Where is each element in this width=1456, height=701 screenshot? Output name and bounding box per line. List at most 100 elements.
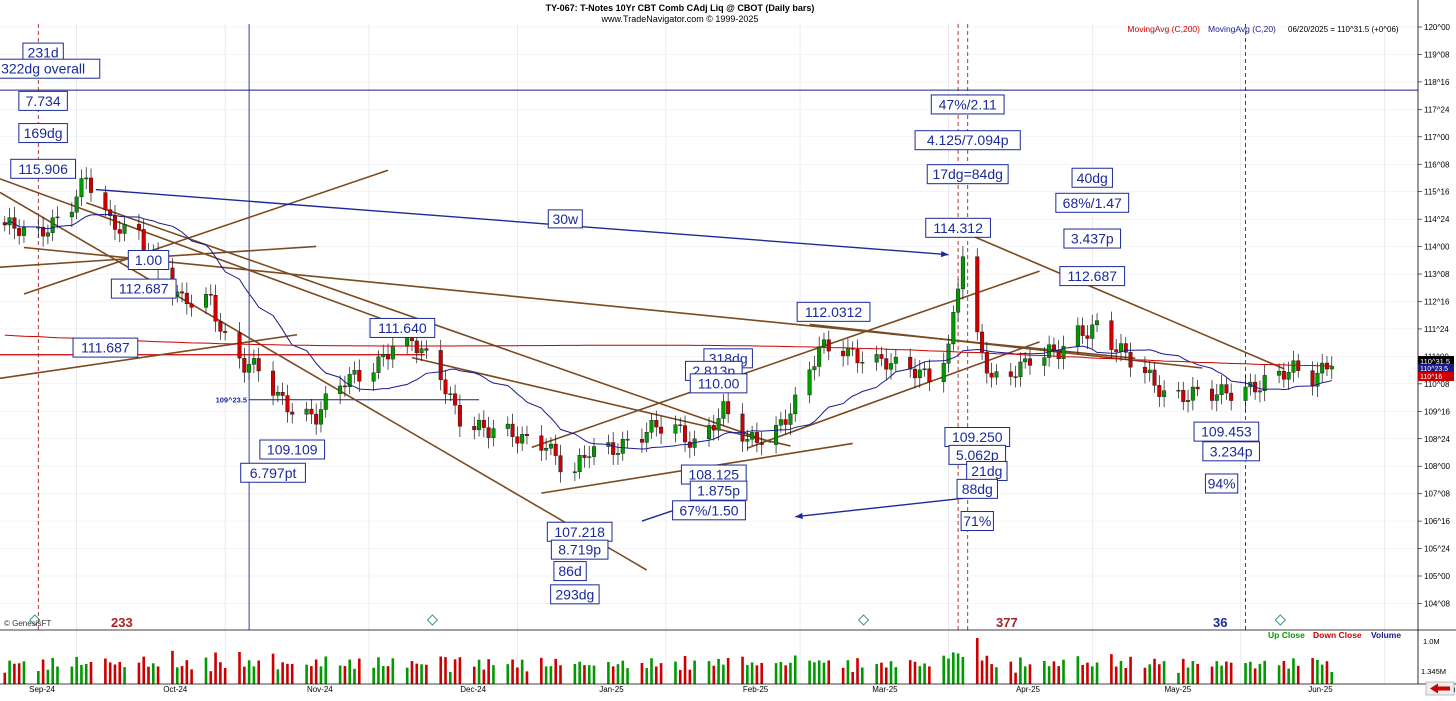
candle	[524, 425, 529, 445]
candle	[314, 403, 319, 435]
candle	[515, 426, 520, 454]
candle	[774, 416, 779, 454]
candle	[783, 409, 788, 435]
trendline-10	[747, 341, 1040, 449]
svg-text:110.00: 110.00	[698, 375, 740, 391]
volume-bar	[1114, 666, 1118, 684]
scroll-arrow-icon[interactable]	[1425, 681, 1455, 696]
annotation-label: 3.234p	[1202, 441, 1260, 462]
annotation-label: 86d	[553, 561, 587, 582]
price-tick-label: 117^24	[1424, 105, 1450, 114]
volume-bar	[923, 663, 926, 684]
svg-text:107.218: 107.218	[554, 524, 605, 540]
volume-bar	[1191, 661, 1195, 684]
event-marker-icon	[29, 614, 41, 626]
candle	[754, 422, 759, 453]
svg-text:293dg: 293dg	[555, 586, 594, 602]
annotation-label: 17dg=84dg	[926, 164, 1009, 185]
candle	[946, 334, 951, 373]
price-tick-label: 108^00	[1424, 462, 1451, 471]
volume-bar	[214, 652, 217, 684]
price-tick-label: 104^08	[1424, 599, 1451, 608]
annotation-label: 110.00	[689, 373, 748, 394]
candle	[553, 434, 558, 465]
candle	[203, 287, 208, 315]
volume-bar	[204, 657, 208, 684]
candle	[55, 206, 60, 229]
volume-bar	[813, 662, 816, 684]
candle	[213, 284, 218, 332]
svg-text:3.234p: 3.234p	[1210, 443, 1253, 459]
volume-bar	[995, 667, 998, 684]
candle	[271, 361, 276, 406]
volume-bar	[688, 669, 692, 684]
candle	[711, 414, 716, 441]
volume-bar	[123, 667, 126, 684]
volume-bar	[875, 664, 878, 684]
candle	[1013, 365, 1018, 388]
date-tick-label: Sep-24	[29, 685, 55, 694]
volume-scale-label: 1.0M	[1423, 637, 1440, 646]
candle	[1315, 362, 1320, 398]
volume-bar	[310, 666, 313, 684]
candle	[256, 347, 261, 382]
svg-text:40dg: 40dg	[1077, 170, 1108, 186]
volume-bar	[717, 658, 720, 684]
volume-bar	[1009, 661, 1013, 684]
price-tick-label: 118^16	[1424, 78, 1450, 87]
volume-bar	[238, 651, 241, 684]
event-marker-icon	[1274, 614, 1287, 626]
date-tick-label: Dec-24	[460, 685, 486, 694]
annotation-label: 71%	[960, 511, 994, 532]
volume-bar	[104, 658, 107, 684]
volume-bar	[252, 666, 256, 684]
volume-bar	[1186, 667, 1190, 684]
volume-bar	[1043, 660, 1046, 684]
annotation-label: 293dg	[550, 584, 600, 605]
volume-bar	[1181, 658, 1185, 684]
volume-bar	[276, 669, 280, 684]
candle	[788, 403, 793, 435]
candle	[683, 415, 688, 453]
annotation-label: 112.687	[110, 278, 177, 299]
volume-bar	[487, 659, 490, 684]
candle	[510, 413, 515, 448]
volume-bar	[353, 668, 356, 684]
volume-bar	[324, 656, 328, 684]
volume-bar	[908, 660, 912, 684]
candle	[285, 384, 290, 423]
candle	[443, 369, 448, 405]
date-tick-label: Feb-25	[743, 685, 769, 694]
candle	[994, 364, 999, 385]
candle	[807, 361, 812, 404]
candle	[438, 339, 443, 391]
ma200-line	[4, 334, 1332, 367]
candle	[180, 282, 185, 303]
arrow-from-88dg	[795, 497, 968, 518]
volume-bar	[338, 665, 342, 684]
candle	[1181, 381, 1186, 411]
volume-bar	[386, 666, 390, 684]
volume-bar	[592, 665, 596, 684]
volume-bar	[75, 656, 78, 684]
svg-text:111.687: 111.687	[81, 340, 130, 356]
price-tick-label: 114^24	[1424, 215, 1450, 224]
trendline-7	[411, 356, 791, 447]
volume-bar	[147, 666, 150, 684]
trendline-0	[0, 178, 389, 322]
candle	[448, 386, 453, 402]
candle	[242, 347, 247, 383]
volume-bar	[750, 662, 754, 684]
volume-bar	[587, 665, 591, 684]
volume-bar	[3, 672, 7, 684]
volume-bar	[741, 656, 744, 684]
candle	[1080, 317, 1085, 344]
candle	[1210, 379, 1215, 410]
volume-bar	[693, 660, 696, 684]
chart-title: TY-067: T-Notes 10Yr CBT Comb CAdj Liq @…	[546, 3, 815, 13]
legend-readout: 06/20/2025 = 110^31.5 (+0^06)	[1288, 25, 1399, 34]
trendline-4	[0, 333, 298, 380]
